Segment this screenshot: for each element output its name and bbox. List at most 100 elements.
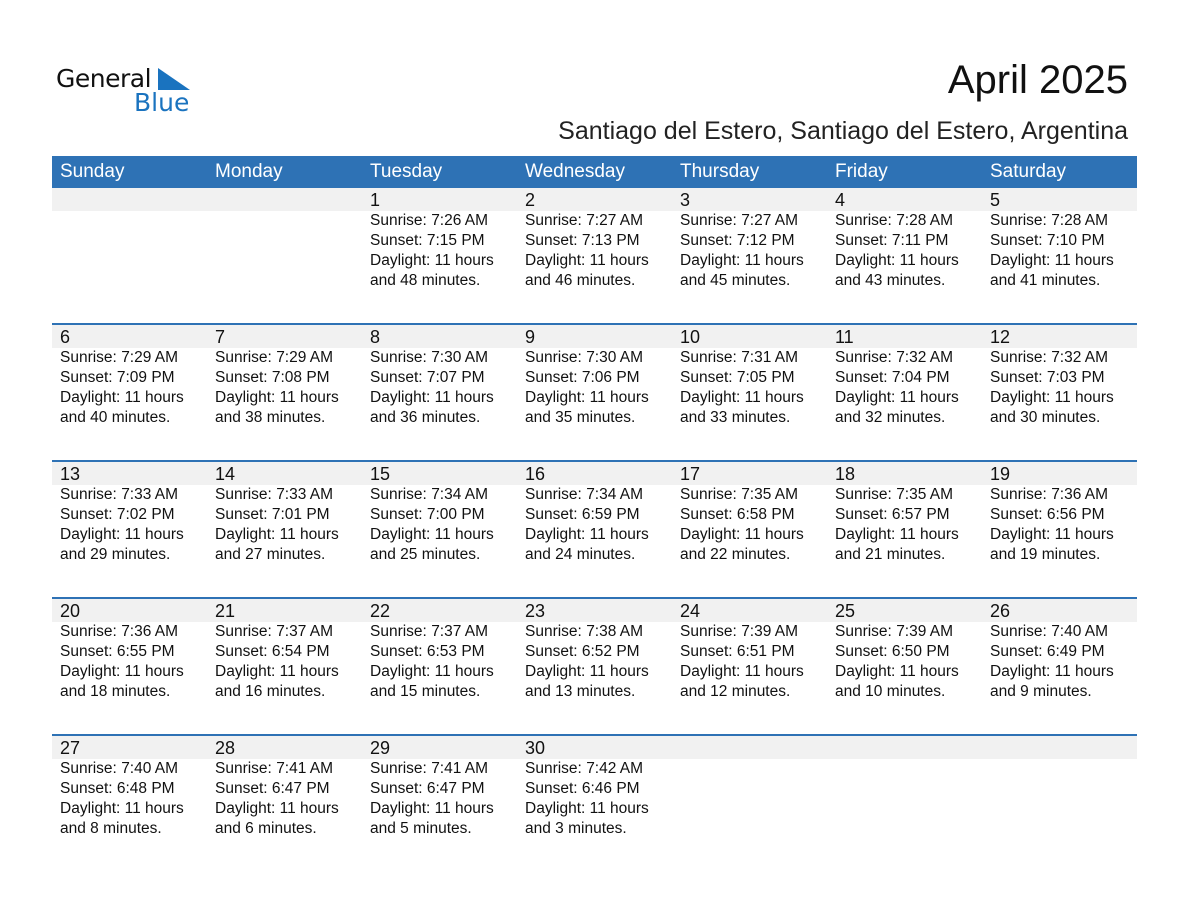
sunrise-time: 7:30 AM bbox=[431, 349, 489, 366]
day-cell: 30 Sunrise: 7:42 AM Sunset: 6:46 PM Dayligh… bbox=[517, 736, 672, 839]
day-number: 6 bbox=[60, 327, 71, 347]
sunrise-line: Sunrise: 7:30 AM bbox=[370, 348, 517, 368]
daylight-line: Daylight: 11 hours bbox=[835, 251, 982, 271]
sunset-time: 7:12 PM bbox=[736, 232, 795, 249]
daylight-minutes: and 5 minutes. bbox=[370, 820, 472, 837]
daylight-label: Daylight: bbox=[370, 252, 431, 269]
week-row: 13 Sunrise: 7:33 AM Sunset: 7:02 PM Dayligh… bbox=[52, 460, 1137, 597]
sunrise-time: 7:27 AM bbox=[741, 212, 799, 229]
sunset-line: Sunset: 7:13 PM bbox=[525, 231, 672, 251]
daylight-label: Daylight: bbox=[215, 526, 276, 543]
day-number: 21 bbox=[215, 601, 236, 621]
sunset-line: Sunset: 6:49 PM bbox=[990, 642, 1137, 662]
sunset-time: 7:06 PM bbox=[581, 369, 640, 386]
daylight-label: Daylight: bbox=[60, 663, 121, 680]
daylight-line: Daylight: 11 hours bbox=[990, 525, 1137, 545]
daylight-minutes: and 3 minutes. bbox=[525, 820, 627, 837]
sunset-line: Sunset: 7:12 PM bbox=[680, 231, 827, 251]
sunrise-label: Sunrise: bbox=[525, 349, 582, 366]
daylight-label: Daylight: bbox=[990, 526, 1051, 543]
day-cell: 25 Sunrise: 7:39 AM Sunset: 6:50 PM Dayligh… bbox=[827, 599, 982, 702]
daylight-hours: 11 hours bbox=[434, 389, 494, 406]
day-number: 19 bbox=[990, 464, 1011, 484]
sunrise-line: Sunrise: 7:34 AM bbox=[370, 485, 517, 505]
daylight-line: Daylight: 11 hours bbox=[990, 251, 1137, 271]
sunset-label: Sunset: bbox=[215, 369, 268, 386]
sunrise-label: Sunrise: bbox=[60, 760, 117, 777]
weekday-sunday: Sunday bbox=[60, 161, 125, 182]
sunset-time: 6:50 PM bbox=[891, 643, 950, 660]
empty-day-cell bbox=[52, 188, 207, 291]
sunrise-label: Sunrise: bbox=[680, 212, 737, 229]
week-cells: 13 Sunrise: 7:33 AM Sunset: 7:02 PM Dayligh… bbox=[52, 462, 1137, 565]
daylight-minutes: and 15 minutes. bbox=[370, 683, 481, 700]
daylight-minutes: and 40 minutes. bbox=[60, 409, 171, 426]
sunset-label: Sunset: bbox=[525, 369, 578, 386]
sunrise-line: Sunrise: 7:38 AM bbox=[525, 622, 672, 642]
day-cell: 7 Sunrise: 7:29 AM Sunset: 7:08 PM Daylight… bbox=[207, 325, 362, 428]
sunset-label: Sunset: bbox=[370, 506, 423, 523]
sunrise-label: Sunrise: bbox=[525, 486, 582, 503]
sunset-time: 7:13 PM bbox=[581, 232, 640, 249]
day-number: 10 bbox=[680, 327, 701, 347]
weekday-tuesday: Tuesday bbox=[370, 161, 443, 182]
daylight-hours: 11 hours bbox=[899, 252, 959, 269]
sunrise-line: Sunrise: 7:41 AM bbox=[370, 759, 517, 779]
day-number: 9 bbox=[525, 327, 536, 347]
sunset-time: 6:46 PM bbox=[581, 780, 640, 797]
sunrise-line: Sunrise: 7:37 AM bbox=[215, 622, 362, 642]
daylight-label: Daylight: bbox=[990, 389, 1051, 406]
sunset-time: 6:52 PM bbox=[581, 643, 640, 660]
sunset-line: Sunset: 7:02 PM bbox=[60, 505, 207, 525]
sunset-line: Sunset: 7:04 PM bbox=[835, 368, 982, 388]
day-cell: 18 Sunrise: 7:35 AM Sunset: 6:57 PM Dayligh… bbox=[827, 462, 982, 565]
day-cell: 10 Sunrise: 7:31 AM Sunset: 7:05 PM Dayligh… bbox=[672, 325, 827, 428]
sunset-time: 7:02 PM bbox=[116, 506, 175, 523]
sunset-label: Sunset: bbox=[60, 369, 113, 386]
sunrise-label: Sunrise: bbox=[835, 486, 892, 503]
week-row: 27 Sunrise: 7:40 AM Sunset: 6:48 PM Dayligh… bbox=[52, 734, 1137, 871]
sunrise-line: Sunrise: 7:36 AM bbox=[990, 485, 1137, 505]
daylight-line: Daylight: 11 hours bbox=[525, 251, 672, 271]
day-cell: 20 Sunrise: 7:36 AM Sunset: 6:55 PM Dayligh… bbox=[52, 599, 207, 702]
daylight-line: Daylight: 11 hours bbox=[370, 662, 517, 682]
sunrise-time: 7:40 AM bbox=[1051, 623, 1109, 640]
sunset-line: Sunset: 6:53 PM bbox=[370, 642, 517, 662]
sunset-label: Sunset: bbox=[370, 780, 423, 797]
day-number: 17 bbox=[680, 464, 701, 484]
weekday-wednesday: Wednesday bbox=[525, 161, 625, 182]
daylight-label: Daylight: bbox=[990, 252, 1051, 269]
day-cell: 13 Sunrise: 7:33 AM Sunset: 7:02 PM Dayligh… bbox=[52, 462, 207, 565]
daylight-line: Daylight: 11 hours bbox=[525, 388, 672, 408]
daylight-minutes: and 45 minutes. bbox=[680, 272, 791, 289]
sunrise-label: Sunrise: bbox=[370, 212, 427, 229]
day-number: 26 bbox=[990, 601, 1011, 621]
sunrise-time: 7:30 AM bbox=[586, 349, 644, 366]
sunset-line: Sunset: 7:03 PM bbox=[990, 368, 1137, 388]
daylight-minutes: and 43 minutes. bbox=[835, 272, 946, 289]
sunset-line: Sunset: 7:10 PM bbox=[990, 231, 1137, 251]
sunset-time: 7:08 PM bbox=[271, 369, 330, 386]
daylight-minutes: and 36 minutes. bbox=[370, 409, 481, 426]
daylight-label: Daylight: bbox=[525, 252, 586, 269]
date-band bbox=[52, 462, 1137, 485]
daylight-hours: 11 hours bbox=[279, 526, 339, 543]
sunset-label: Sunset: bbox=[680, 232, 733, 249]
daylight-minutes: and 21 minutes. bbox=[835, 546, 946, 563]
sunset-line: Sunset: 7:08 PM bbox=[215, 368, 362, 388]
daylight-hours: 11 hours bbox=[434, 252, 494, 269]
day-number: 13 bbox=[60, 464, 81, 484]
sunrise-time: 7:26 AM bbox=[431, 212, 489, 229]
daylight-line: Daylight: 11 hours bbox=[370, 799, 517, 819]
sunset-time: 7:09 PM bbox=[116, 369, 175, 386]
sunrise-line: Sunrise: 7:41 AM bbox=[215, 759, 362, 779]
daylight-hours: 11 hours bbox=[434, 663, 494, 680]
daylight-hours: 11 hours bbox=[589, 526, 649, 543]
day-number: 30 bbox=[525, 738, 546, 758]
daylight-label: Daylight: bbox=[835, 389, 896, 406]
sunset-line: Sunset: 7:07 PM bbox=[370, 368, 517, 388]
day-number: 22 bbox=[370, 601, 391, 621]
logo-general: General bbox=[56, 64, 152, 93]
daylight-line: Daylight: 11 hours bbox=[525, 799, 672, 819]
sunrise-label: Sunrise: bbox=[990, 486, 1047, 503]
